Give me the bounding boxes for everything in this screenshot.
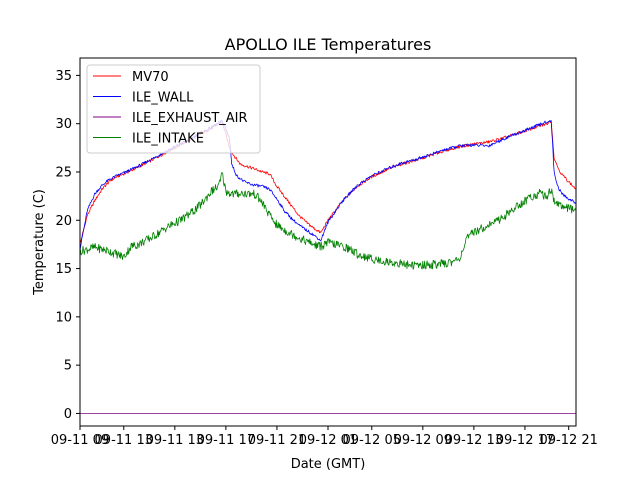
legend-label: ILE_WALL — [132, 91, 194, 106]
x-tick-label: 09-12 01 — [299, 433, 357, 448]
x-tick-label: 09-12 17 — [496, 433, 554, 448]
legend: MV70 ILE_WALL ILE_EXHAUST_AIR ILE_INTAKE — [86, 64, 261, 154]
x-tick-label: 09-12 05 — [343, 433, 401, 448]
legend-label: ILE_INTAKE — [132, 132, 204, 147]
y-tick-label: 20 — [55, 214, 72, 229]
y-tick-label: 30 — [55, 117, 72, 132]
y-tick-label: 5 — [64, 359, 72, 374]
y-tick-label: 15 — [55, 262, 72, 277]
x-tick-label: 09-11 17 — [197, 433, 255, 448]
x-tick-label: 09-12 21 — [539, 433, 597, 448]
legend-label: MV70 — [132, 70, 169, 85]
x-tick-label: 09-11 21 — [248, 433, 306, 448]
x-tick-label: 09-12 13 — [445, 433, 503, 448]
x-tick-label: 09-12 09 — [394, 433, 452, 448]
x-tick-label: 09-11 09 — [51, 433, 109, 448]
chart-title: APOLLO ILE Temperatures — [225, 35, 432, 54]
series-line-ile-wall — [79, 119, 577, 251]
series-line-ile-intake — [79, 172, 577, 270]
x-tick-label: 09-11 13 — [146, 433, 204, 448]
series-layer — [79, 119, 577, 414]
x-axis-label: Date (GMT) — [291, 457, 366, 472]
y-tick-label: 0 — [64, 407, 72, 422]
legend-label: ILE_EXHAUST_AIR — [132, 111, 248, 126]
y-tick-label: 35 — [55, 69, 72, 84]
y-tick-label: 10 — [55, 310, 72, 325]
legend-frame — [86, 64, 261, 154]
x-tick-label: 09-11 13 — [95, 433, 153, 448]
y-axis: 0 5 10 15 20 25 30 35 — [55, 69, 80, 422]
y-tick-label: 25 — [55, 165, 72, 180]
y-axis-label: Temperature (C) — [32, 189, 47, 296]
